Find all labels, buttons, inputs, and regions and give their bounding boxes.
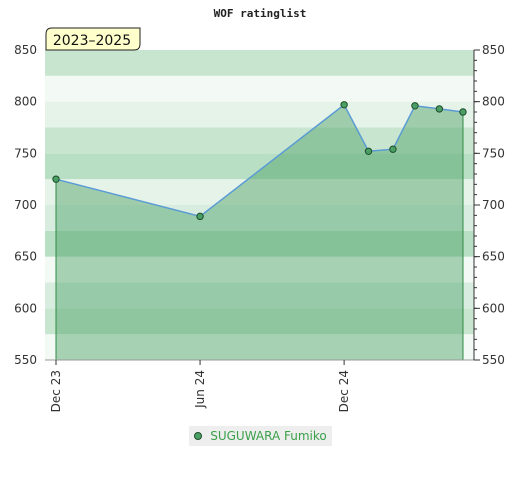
data-point[interactable] — [196, 212, 204, 221]
y-tick-label-left: 850 — [14, 43, 37, 57]
y-tick-label-left: 550 — [14, 353, 37, 367]
y-tick-label-right: 650 — [482, 250, 505, 264]
grid-band — [45, 179, 474, 205]
data-point[interactable] — [389, 145, 397, 153]
grid-band — [45, 50, 474, 76]
chart-title: WOF ratinglist — [214, 7, 307, 20]
data-point[interactable] — [411, 102, 419, 110]
x-tick-label: Dec 23 — [49, 370, 63, 412]
legend-marker-icon — [194, 432, 203, 440]
y-tick-label-left: 600 — [14, 301, 37, 315]
series-points — [52, 101, 467, 221]
grid-band — [45, 153, 474, 180]
data-point[interactable] — [340, 101, 348, 109]
series-line-path — [55, 103, 464, 218]
legend-label: SUGUWARA Fumiko — [210, 429, 327, 443]
grid-band — [45, 205, 474, 231]
grid-band — [45, 101, 474, 128]
y-tick-label-right: 700 — [482, 198, 505, 212]
y-tick-label-left: 800 — [14, 95, 37, 109]
grid-band — [45, 308, 474, 335]
grid-band — [45, 334, 474, 360]
x-tick-label: Jun 24 — [193, 370, 207, 409]
year-range-badge: 2023–2025 — [45, 27, 141, 51]
axes: 550 550 600 600 650 650 700 700 750 750 800 800 850 8… — [14, 43, 505, 412]
grid-band — [45, 230, 474, 257]
y-tick-label-right: 800 — [482, 95, 505, 109]
legend: SUGUWARA Fumiko — [189, 426, 332, 446]
data-point[interactable] — [52, 175, 60, 183]
y-tick-label-left: 750 — [14, 146, 37, 160]
y-tick-label-right: 850 — [482, 43, 505, 57]
y-tick-label-right: 550 — [482, 353, 505, 367]
y-tick-label-left: 650 — [14, 250, 37, 264]
data-point[interactable] — [459, 108, 467, 116]
y-tick-label-left: 700 — [14, 198, 37, 212]
grid-band — [45, 256, 474, 283]
data-point[interactable] — [435, 105, 444, 113]
y-tick-label-right: 600 — [482, 301, 505, 315]
badge-label: 2023–2025 — [53, 33, 131, 49]
series-line — [55, 103, 464, 218]
y-tick-label-right: 750 — [482, 146, 505, 160]
x-tick-label: Dec 24 — [337, 370, 351, 412]
data-point[interactable] — [364, 147, 373, 155]
grid-band — [45, 75, 474, 102]
series-area — [56, 104, 463, 361]
background-bands — [45, 50, 474, 360]
grid-band — [45, 282, 474, 309]
area-fill — [55, 104, 464, 361]
